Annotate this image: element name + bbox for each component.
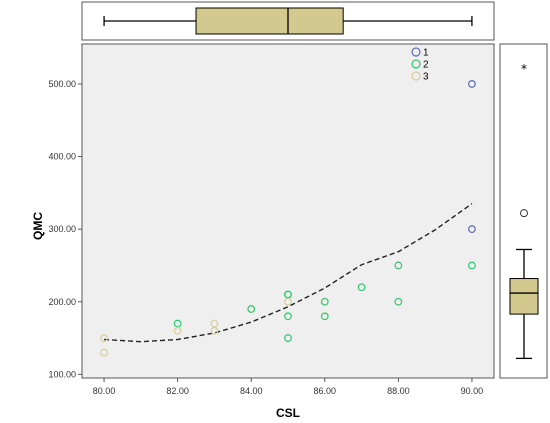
data-point-series-3 [284,297,292,306]
legend-label-3: 3 [423,72,429,83]
y-boxplot-extreme-outlier: * [521,62,527,76]
x-tick-label: 86.00 [314,386,337,396]
data-point-series-2 [284,312,292,321]
data-point-series-2 [284,334,292,342]
data-point-series-3 [210,319,219,328]
x-tick-label: 82.00 [166,386,189,396]
data-point-series-2 [247,305,256,313]
y-tick-label: 300.00 [48,224,76,234]
data-point-series-3 [100,334,108,342]
data-point-series-3 [210,326,219,335]
x-tick-label: 80.00 [93,386,116,396]
y-tick-label: 500.00 [48,79,76,89]
x-tick-label: 84.00 [240,386,263,396]
legend-marker-3 [411,71,421,81]
y-tick-label: 200.00 [48,297,76,307]
data-point-series-3 [100,348,108,357]
y-tick-label: 400.00 [48,152,76,162]
legend-marker-2 [411,59,421,69]
legend-label-1: 1 [423,48,429,59]
data-point-series-2 [173,319,182,328]
x-tick-label: 88.00 [387,386,410,396]
y-tick-label: 100.00 [48,369,76,379]
x-boxplot-box [195,7,344,35]
y-axis-title: QMC [31,212,45,240]
legend-label-2: 2 [423,60,429,71]
data-point-series-2 [357,283,366,292]
x-tick-label: 90.00 [461,386,484,396]
data-point-series-2 [394,297,403,306]
legend-marker-1 [411,47,421,57]
data-point-series-2 [320,297,329,306]
data-point-series-1 [468,225,476,234]
data-point-series-2 [468,261,476,270]
data-point-series-3 [173,326,182,335]
plot-area [81,43,495,379]
data-point-series-1 [468,80,476,88]
x-axis-title: CSL [276,406,300,420]
y-boxplot-box [509,278,539,315]
data-point-series-2 [320,312,329,321]
data-point-series-2 [394,261,403,270]
data-point-series-2 [284,290,292,299]
y-boxplot-outlier [520,209,528,218]
